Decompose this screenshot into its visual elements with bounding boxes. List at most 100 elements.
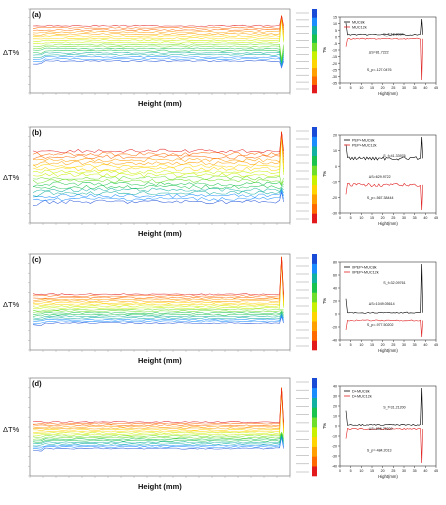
inset-annotation: S_f=41.33976 [383, 154, 405, 158]
inset-annotation: S_p=-567.38444 [367, 196, 394, 200]
trace-line [32, 435, 284, 448]
inset-x-tick-label: 35 [413, 216, 417, 220]
trace-line [32, 436, 284, 450]
panel-label: (a) [32, 10, 42, 19]
trace-line [32, 47, 284, 62]
inset-x-tick-label: 20 [381, 469, 385, 473]
trace-line [33, 15, 284, 40]
x-axis-label: Height (mm) [138, 356, 182, 365]
inset-annotation: ΔS=81.7222 [369, 50, 389, 54]
inset-y-tick-label: -20 [332, 196, 337, 200]
legend-entry: 0PEP+MUC12k [352, 271, 379, 275]
trace-line [32, 308, 284, 312]
inset-y-axis-label: T% [322, 298, 327, 305]
inset-x-tick-label: 45 [434, 86, 438, 90]
inset-annotation: S_f=18.0034 [383, 32, 403, 36]
color-scale-segment [312, 263, 317, 274]
inset-x-tick-label: 25 [391, 216, 395, 220]
inset-y-tick-label: 0 [335, 313, 337, 317]
inset-y-tick-label: -15 [332, 55, 337, 59]
color-scale-segment [312, 302, 317, 312]
trace-line [33, 49, 284, 63]
inset-annotation: ΔS=856.75200 [369, 427, 393, 431]
trace-line [32, 131, 284, 169]
legend-entry: MUC12k [352, 26, 367, 30]
inset-series-line [345, 182, 423, 211]
inset-y-tick-label: -20 [332, 445, 337, 449]
trace-line [32, 15, 284, 34]
legend-entry: 0PEP+MUC8k [352, 266, 377, 270]
trace-line [32, 435, 284, 447]
inset-y-tick-label: 40 [333, 385, 337, 389]
inset-x-tick-label: 45 [434, 343, 438, 347]
inset-x-tick-label: 30 [402, 86, 406, 90]
trace-line [32, 184, 284, 190]
trace-line [32, 191, 284, 206]
inset-y-tick-label: 10 [333, 22, 337, 26]
inset-annotation: S_f=32.09761 [383, 281, 405, 285]
color-scale-segment [312, 292, 317, 303]
inset-x-tick-label: 20 [381, 343, 385, 347]
trace-line [32, 434, 284, 445]
trace-line [32, 313, 284, 323]
inset-frame [339, 385, 437, 467]
inset-x-tick-label: 45 [434, 469, 438, 473]
panel-label: (c) [32, 255, 42, 264]
inset-y-tick-label: -25 [332, 68, 337, 72]
inset-x-tick-label: 5 [350, 216, 352, 220]
color-scale-segment [312, 340, 317, 351]
trace-line [32, 312, 284, 319]
inset-frame [339, 134, 437, 214]
trace-line [32, 15, 284, 29]
trace-line [32, 188, 284, 197]
trace-line [32, 45, 284, 61]
color-scale-segment [312, 407, 317, 418]
color-scale-segment [312, 203, 317, 214]
trace-line [32, 131, 284, 157]
trace-line [32, 310, 284, 316]
trace-line [32, 256, 284, 308]
inset-series-line [345, 136, 423, 161]
color-scale-segment [312, 446, 317, 457]
color-scale-segment [312, 34, 317, 43]
trace-line [32, 131, 284, 175]
inset-x-tick-label: 30 [402, 216, 406, 220]
trace-line [32, 432, 284, 443]
trace-line [32, 256, 284, 297]
color-scale-segment [312, 155, 317, 166]
inset-series-line [345, 428, 423, 464]
trace-line [32, 181, 284, 187]
trace-line [32, 55, 284, 66]
trace-line [32, 256, 284, 301]
color-scale-segment [312, 417, 317, 428]
trace-line [32, 387, 284, 425]
trace-line [32, 15, 284, 27]
trace-line [33, 387, 284, 432]
color-scale-segment [312, 25, 317, 35]
inset-x-tick-label: 40 [423, 343, 427, 347]
inset-y-tick-label: -10 [332, 180, 337, 184]
color-scale-segment [312, 466, 317, 477]
color-scale-segment [312, 59, 317, 69]
trace-line [32, 256, 284, 310]
inset-y-axis-label: T% [322, 47, 327, 54]
color-scale-segment [312, 175, 317, 185]
color-scale-segment [312, 427, 317, 438]
inset-x-tick-label: 15 [370, 343, 374, 347]
inset-annotation: S_f=31.21200 [383, 405, 405, 409]
inset-x-axis-label: Hight(mm) [378, 474, 398, 479]
trace-line [32, 175, 284, 185]
inset-annotation: S_p=-484.2013 [367, 449, 392, 453]
inset-y-tick-label: 5 [335, 29, 337, 33]
inset-x-tick-label: 5 [350, 469, 352, 473]
inset-x-tick-label: 5 [350, 86, 352, 90]
legend-entry: PEP+MUC12k [352, 144, 377, 148]
inset-x-tick-label: 35 [413, 469, 417, 473]
color-scale-segment [312, 184, 317, 195]
inset-x-tick-label: 25 [391, 86, 395, 90]
color-scale-segment [312, 17, 317, 27]
trace-line [32, 387, 284, 424]
